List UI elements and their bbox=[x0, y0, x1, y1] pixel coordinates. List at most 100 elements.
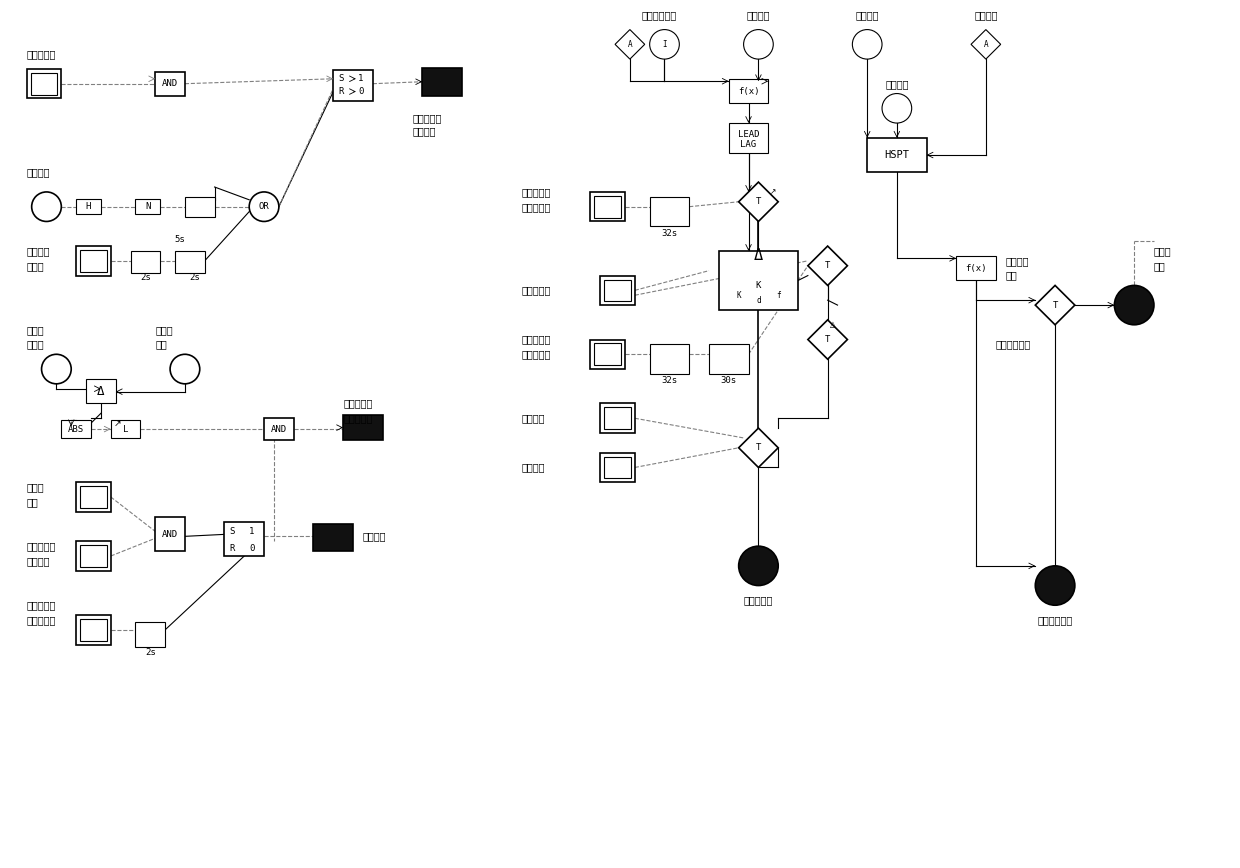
Text: 旁路阀全关: 旁路阀全关 bbox=[27, 49, 56, 59]
Bar bbox=[81, 619, 107, 641]
Bar bbox=[76, 483, 110, 512]
Bar bbox=[590, 192, 625, 221]
Text: 汽轮机: 汽轮机 bbox=[27, 482, 45, 492]
Bar bbox=[604, 457, 631, 478]
Bar bbox=[600, 453, 635, 483]
Bar bbox=[334, 70, 373, 102]
Text: S: S bbox=[339, 75, 343, 83]
Text: 2s: 2s bbox=[145, 648, 156, 657]
Text: 大气压力: 大气压力 bbox=[975, 10, 998, 20]
Bar bbox=[314, 523, 353, 551]
Text: N: N bbox=[145, 202, 150, 211]
Text: 32s: 32s bbox=[661, 229, 677, 238]
Text: 旁路阀备用: 旁路阀备用 bbox=[27, 541, 56, 551]
Bar bbox=[590, 339, 625, 369]
Text: R: R bbox=[229, 543, 234, 553]
Text: 函数: 函数 bbox=[1006, 271, 1017, 280]
Bar bbox=[81, 250, 107, 272]
Bar bbox=[155, 72, 185, 95]
Text: 30s: 30s bbox=[720, 377, 737, 385]
Text: d: d bbox=[756, 296, 761, 305]
Polygon shape bbox=[1035, 286, 1075, 325]
Text: f(x): f(x) bbox=[738, 87, 759, 95]
Polygon shape bbox=[971, 30, 1001, 59]
Text: 汽轮机: 汽轮机 bbox=[1154, 246, 1172, 256]
Bar bbox=[343, 415, 383, 440]
Text: 反馈: 反馈 bbox=[155, 339, 167, 350]
Circle shape bbox=[852, 30, 882, 59]
Text: T: T bbox=[755, 444, 761, 452]
Bar bbox=[594, 196, 621, 218]
Bar bbox=[81, 486, 107, 508]
Text: 高旁阀开度: 高旁阀开度 bbox=[521, 334, 551, 345]
Text: 0: 0 bbox=[249, 543, 254, 553]
Text: 高旁阀指令: 高旁阀指令 bbox=[744, 595, 773, 605]
Bar bbox=[86, 379, 115, 404]
Text: R: R bbox=[339, 87, 343, 96]
Bar bbox=[604, 279, 631, 301]
Text: 跳闸: 跳闸 bbox=[1154, 260, 1166, 271]
Text: 控开度: 控开度 bbox=[27, 339, 45, 350]
Text: 高旁压力设定: 高旁压力设定 bbox=[642, 10, 677, 20]
Circle shape bbox=[1115, 286, 1154, 325]
Circle shape bbox=[650, 30, 680, 59]
Text: 预控模式: 预控模式 bbox=[521, 463, 544, 472]
Circle shape bbox=[1035, 566, 1075, 605]
Text: AND: AND bbox=[162, 79, 179, 89]
Text: LAG: LAG bbox=[740, 141, 756, 149]
Text: L: L bbox=[123, 424, 128, 434]
Text: I: I bbox=[662, 40, 667, 49]
Circle shape bbox=[170, 354, 200, 384]
Bar bbox=[729, 79, 769, 103]
Text: A: A bbox=[627, 40, 632, 49]
Bar bbox=[81, 545, 107, 567]
Text: OR: OR bbox=[259, 202, 269, 211]
Text: 机跳闸: 机跳闸 bbox=[27, 260, 45, 271]
Text: 1: 1 bbox=[249, 527, 254, 536]
Text: f: f bbox=[776, 291, 780, 299]
Bar bbox=[600, 275, 635, 305]
Circle shape bbox=[739, 546, 779, 586]
Text: 预控模式: 预控模式 bbox=[363, 531, 387, 542]
Circle shape bbox=[32, 192, 61, 221]
Bar bbox=[110, 420, 140, 438]
Bar bbox=[650, 197, 689, 227]
Text: 跟踪模式: 跟踪模式 bbox=[413, 126, 435, 136]
Bar bbox=[76, 199, 100, 214]
Bar bbox=[31, 73, 57, 95]
Text: f(x): f(x) bbox=[965, 264, 987, 273]
Text: A: A bbox=[983, 40, 988, 49]
Bar bbox=[719, 251, 799, 310]
Bar bbox=[76, 542, 110, 571]
Text: Δ: Δ bbox=[97, 385, 104, 398]
Text: 随动预控开度: 随动预控开度 bbox=[996, 339, 1030, 350]
Text: 高旁阀开度: 高旁阀开度 bbox=[521, 187, 551, 197]
Text: 汽机负荷: 汽机负荷 bbox=[27, 168, 51, 177]
Text: △: △ bbox=[830, 320, 836, 329]
Text: 主汽压力: 主汽压力 bbox=[856, 10, 879, 20]
Text: 切手动条件: 切手动条件 bbox=[521, 286, 551, 295]
Bar bbox=[423, 68, 461, 95]
Circle shape bbox=[882, 94, 911, 123]
Bar bbox=[264, 418, 294, 440]
Bar bbox=[155, 516, 185, 551]
Text: 2s: 2s bbox=[190, 273, 200, 282]
Polygon shape bbox=[615, 30, 645, 59]
Text: 高旁阀: 高旁阀 bbox=[155, 325, 172, 335]
Text: 5s: 5s bbox=[175, 234, 185, 244]
Text: LEAD: LEAD bbox=[738, 130, 759, 140]
Text: 燃机负荷: 燃机负荷 bbox=[746, 10, 770, 20]
Bar bbox=[61, 420, 91, 438]
Text: 达到预控值: 达到预控值 bbox=[27, 615, 56, 625]
Text: 达到预控值: 达到预控值 bbox=[521, 349, 551, 359]
Text: T: T bbox=[755, 197, 761, 207]
Bar bbox=[76, 246, 110, 275]
Bar bbox=[135, 199, 160, 214]
Bar bbox=[709, 345, 749, 374]
Text: T: T bbox=[825, 335, 831, 344]
Text: 主汽温度: 主汽温度 bbox=[885, 79, 909, 89]
Text: 0: 0 bbox=[358, 87, 363, 96]
Bar bbox=[135, 622, 165, 647]
Bar bbox=[185, 197, 215, 216]
Text: 高旁阀开度: 高旁阀开度 bbox=[343, 398, 372, 409]
